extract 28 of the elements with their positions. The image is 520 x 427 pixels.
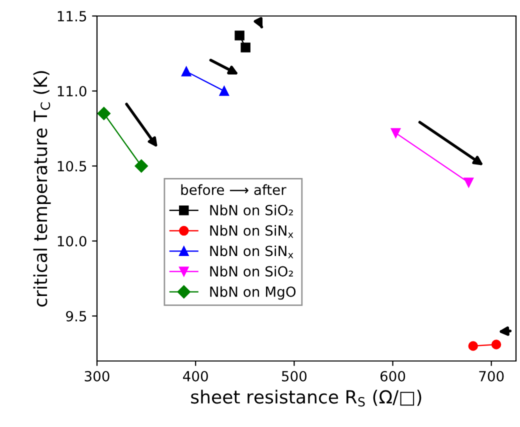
y-axis-title: critical temperature T$_{C}$ (K) <box>33 71 51 307</box>
point <box>219 86 230 96</box>
y-tick-label: 11.0 <box>58 86 86 96</box>
point <box>134 159 148 173</box>
legend-label: NbN on MgO <box>210 286 296 300</box>
point <box>240 42 250 52</box>
legend-title: before ⟶ after <box>181 184 286 196</box>
point <box>390 128 401 138</box>
legend-label: NbN on SiO₂ <box>210 204 293 216</box>
y-tick-label: 11.5 <box>58 11 86 22</box>
legend-label: NbN on SiN$_{x}$ <box>210 225 294 238</box>
y-tick-label: 10.5 <box>58 160 86 172</box>
legend-label: NbN on SiN$_{x}$ <box>210 245 294 258</box>
point <box>464 178 474 188</box>
x-tick-label: 600 <box>380 370 406 382</box>
y-tick-label: 10.0 <box>58 236 86 246</box>
x-tick-label: 300 <box>84 370 110 382</box>
y-tick-label: 9.5 <box>66 310 86 322</box>
x-tick-label: 700 <box>479 370 504 382</box>
x-tick-label: 500 <box>282 370 307 382</box>
point <box>97 106 110 120</box>
point <box>234 30 244 40</box>
x-tick-label: 400 <box>183 370 208 382</box>
point <box>181 66 192 76</box>
point <box>468 341 478 351</box>
point <box>491 340 502 350</box>
x-axis-title: sheet resistance R$_{S}$ (Ω/□) <box>191 390 422 407</box>
legend-label: NbN on SiO₂ <box>210 266 293 277</box>
